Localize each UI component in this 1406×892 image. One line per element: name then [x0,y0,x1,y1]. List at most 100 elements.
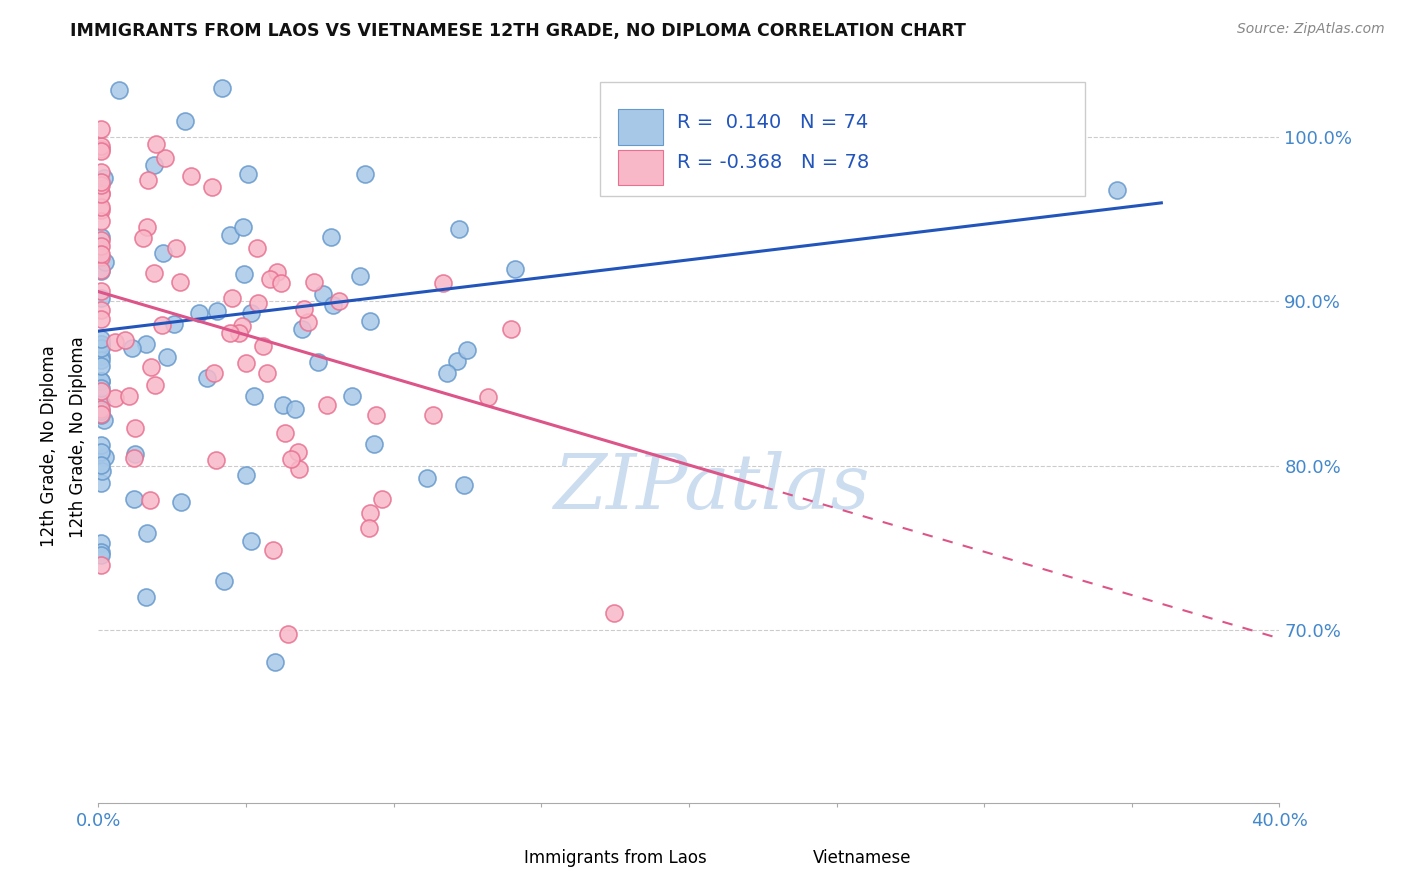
Point [297,316,319,330]
Point [287,445,309,459]
Point [284,402,307,417]
FancyBboxPatch shape [778,847,803,872]
Point [103,335,125,350]
Point [235,356,257,370]
Point [202,366,225,380]
Point [90,186,112,200]
Point [90,403,112,417]
FancyBboxPatch shape [488,847,515,872]
Point [90,203,112,218]
Point [155,151,177,165]
Point [90,341,112,355]
FancyBboxPatch shape [619,110,664,145]
Point [114,334,136,348]
Point [90,264,112,278]
Point [288,462,311,476]
Point [124,447,146,461]
Point [353,167,375,181]
Point [236,167,259,181]
Point [143,158,166,172]
Point [501,322,523,336]
Point [173,113,195,128]
Point [271,398,294,412]
Point [90,548,112,562]
Point [90,445,112,459]
Point [169,495,191,509]
Point [90,239,112,253]
Text: Immigrants from Laos: Immigrants from Laos [523,848,706,867]
Point [449,222,471,236]
Point [240,533,263,548]
Point [90,401,112,416]
Point [90,122,112,136]
Point [90,246,112,260]
Point [319,230,342,244]
Point [90,200,112,214]
Point [94,255,117,269]
Point [280,452,302,467]
Point [262,543,284,558]
Point [340,389,363,403]
Point [90,408,112,422]
Point [291,322,314,336]
Point [90,233,112,247]
Point [169,275,191,289]
Point [118,389,141,403]
Point [264,655,287,669]
Point [201,180,224,194]
Point [359,507,381,521]
Point [139,492,162,507]
Point [90,165,112,179]
Point [90,352,112,367]
Point [90,139,112,153]
Point [90,229,112,244]
Point [312,287,335,301]
Point [233,267,256,281]
Point [277,626,299,640]
Point [90,250,112,264]
Point [122,450,145,465]
FancyBboxPatch shape [619,150,664,185]
Point [93,171,115,186]
Point [322,298,344,312]
Point [307,354,329,368]
Point [204,453,226,467]
Point [294,301,316,316]
Point [252,338,274,352]
Point [90,407,112,421]
Point [90,178,112,193]
Point [211,80,233,95]
Point [259,272,281,286]
Point [121,341,143,355]
Point [90,284,112,298]
Point [422,408,444,422]
Point [359,314,381,328]
Point [94,450,117,465]
Point [152,245,174,260]
Text: Vietnamese: Vietnamese [813,848,911,867]
Point [207,304,229,318]
Point [242,389,264,403]
Point [150,318,173,332]
Point [134,336,156,351]
Point [231,318,253,333]
Text: Source: ZipAtlas.com: Source: ZipAtlas.com [1237,22,1385,37]
Point [143,378,166,392]
Point [90,384,112,398]
FancyBboxPatch shape [600,82,1084,195]
Point [134,591,156,605]
Point [90,458,112,473]
Point [90,312,112,326]
Point [240,306,263,320]
Point [453,478,475,492]
Point [90,336,112,351]
Point [143,266,166,280]
Point [316,398,339,412]
Point [370,491,392,506]
Point [266,265,288,279]
Point [90,263,112,277]
Point [477,390,499,404]
Point [416,470,439,484]
Point [503,262,526,277]
Point [228,326,250,340]
